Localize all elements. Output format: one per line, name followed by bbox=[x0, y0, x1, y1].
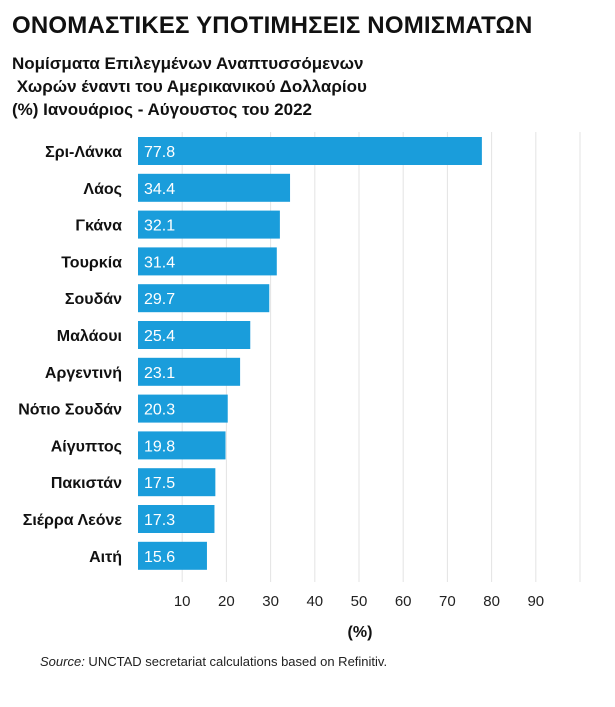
category-label: Λάος bbox=[83, 181, 122, 198]
bar-value-label: 34.4 bbox=[144, 181, 175, 198]
category-label: Νότιο Σουδάν bbox=[18, 402, 122, 419]
bar bbox=[138, 210, 280, 239]
category-label: Αιτή bbox=[89, 549, 122, 566]
category-label: Σιέρρα Λεόνε bbox=[23, 512, 123, 529]
chart-subtitle: Νομίσματα Επιλεγμένων Αναπτυσσόμενων Χωρ… bbox=[12, 54, 367, 119]
x-tick-label: 60 bbox=[395, 593, 412, 610]
x-tick-label: 30 bbox=[262, 593, 279, 610]
chart-title: ΟΝΟΜΑΣΤΙΚΕΣ ΥΠΟΤΙΜΗΣΕΙΣ ΝΟΜΙΣΜΑΤΩΝ bbox=[12, 12, 533, 39]
category-label: Αίγυπτος bbox=[51, 438, 122, 455]
bar-value-label: 19.8 bbox=[144, 438, 175, 455]
bar-value-label: 17.5 bbox=[144, 475, 175, 492]
category-label: Πακιστάν bbox=[51, 475, 122, 492]
bar bbox=[138, 394, 228, 423]
x-tick-label: 10 bbox=[174, 593, 191, 610]
bar bbox=[138, 247, 277, 276]
category-label: Αργεντινή bbox=[45, 365, 122, 382]
bar-value-label: 23.1 bbox=[144, 365, 175, 382]
bar bbox=[138, 357, 241, 386]
x-tick-label: 70 bbox=[439, 593, 456, 610]
x-tick-label: 20 bbox=[218, 593, 235, 610]
bar bbox=[138, 173, 291, 202]
category-label: Τουρκία bbox=[61, 254, 122, 271]
x-tick-label: 80 bbox=[483, 593, 500, 610]
x-tick-label: 90 bbox=[527, 593, 544, 610]
x-tick-label: 50 bbox=[351, 593, 368, 610]
bar-value-label: 31.4 bbox=[144, 254, 175, 271]
bar-value-label: 25.4 bbox=[144, 328, 175, 345]
category-label: Γκάνα bbox=[75, 218, 122, 235]
bar-value-label: 77.8 bbox=[144, 144, 175, 161]
x-tick-label: 40 bbox=[306, 593, 323, 610]
source-text: UNCTAD secretariat calculations based on… bbox=[84, 654, 388, 669]
grid-layer bbox=[181, 132, 581, 582]
bar-value-label: 29.7 bbox=[144, 291, 175, 308]
bar-value-label: 15.6 bbox=[144, 549, 175, 566]
bar-value-label: 20.3 bbox=[144, 402, 175, 419]
bar bbox=[138, 541, 207, 570]
tick-layer: 10 20 30 40 50 60 70 80 90 bbox=[174, 593, 544, 610]
source-note: Source: UNCTAD secretariat calculations … bbox=[40, 654, 387, 669]
x-axis-label: (%) bbox=[348, 624, 373, 641]
bar bbox=[138, 321, 251, 349]
category-label: Σουδάν bbox=[65, 291, 122, 308]
category-label: Σρι-Λάνκα bbox=[45, 144, 122, 161]
bar-value-label: 17.3 bbox=[144, 512, 175, 529]
category-label: Μαλάουι bbox=[57, 328, 122, 345]
bar bbox=[138, 284, 270, 313]
label-layer: 77.8 Σρι-Λάνκα 34.4 Λάος 32.1 Γκάνα 31.4 Τουρκί… bbox=[18, 144, 175, 566]
source-prefix: Source: bbox=[40, 654, 85, 669]
bar bbox=[138, 137, 482, 165]
bar bbox=[138, 505, 215, 533]
bar-value-label: 32.1 bbox=[144, 218, 175, 235]
bar bbox=[138, 431, 226, 460]
bar-layer bbox=[138, 137, 482, 570]
bar bbox=[138, 468, 216, 497]
